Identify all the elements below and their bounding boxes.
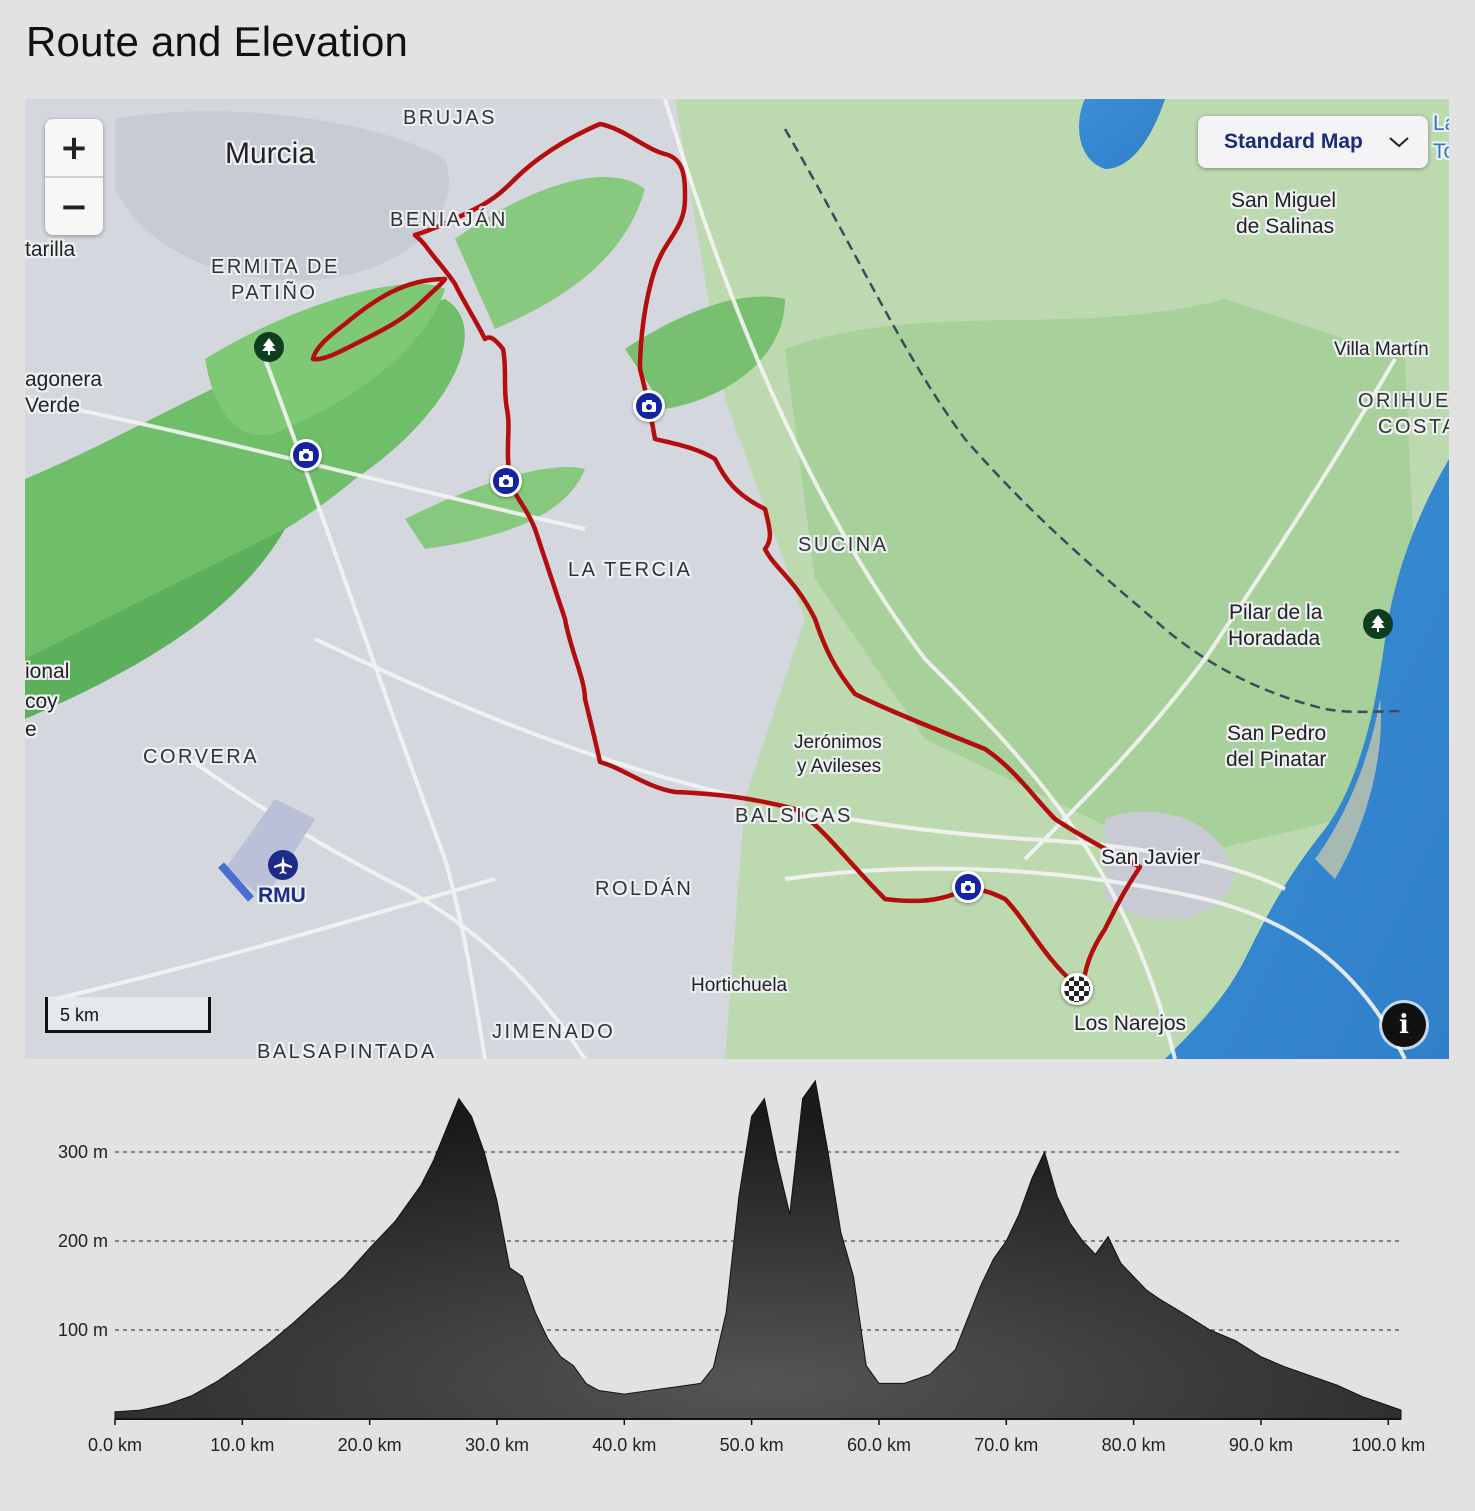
y-tick-label: 100 m	[58, 1320, 108, 1340]
camera-icon	[499, 475, 513, 487]
zoom-controls: + −	[45, 119, 103, 235]
label-costa: COSTA	[1378, 416, 1449, 438]
chevron-down-icon	[1389, 137, 1409, 148]
label-rmu: RMU	[258, 884, 306, 907]
scale-bar: 5 km	[45, 997, 211, 1033]
photo-marker-4[interactable]	[952, 871, 984, 903]
label-roldan: ROLDÁN	[595, 878, 694, 900]
elevation-area	[114, 1079, 1402, 1420]
airport-icon	[268, 850, 298, 880]
park-tree-icon	[254, 332, 284, 362]
label-de-salinas: de Salinas	[1236, 215, 1335, 238]
zoom-out-button[interactable]: −	[45, 176, 103, 235]
label-patino: PATIÑO	[231, 282, 318, 304]
label-ermita: ERMITA DE	[211, 256, 340, 278]
label-e: e	[25, 718, 37, 741]
x-tick-label: 90.0 km	[1229, 1435, 1293, 1455]
label-pilar: Pilar de la	[1229, 601, 1323, 624]
label-jeronimos: Jerónimos	[794, 732, 882, 753]
label-san-miguel: San Miguel	[1231, 189, 1337, 212]
label-horadada: Horadada	[1228, 627, 1321, 650]
x-tick-label: 60.0 km	[847, 1435, 911, 1455]
label-la-tercia: LA TERCIA	[568, 559, 693, 581]
label-la: La	[1433, 112, 1449, 135]
zoom-in-button[interactable]: +	[59, 127, 89, 168]
label-corvera: CORVERA	[143, 746, 260, 768]
label-jimenado: JIMENADO	[492, 1021, 616, 1043]
scale-label: 5 km	[60, 1005, 100, 1025]
photo-marker-3[interactable]	[633, 390, 665, 422]
y-tick-label: 300 m	[58, 1142, 108, 1162]
photo-marker-2[interactable]	[490, 465, 522, 497]
x-tick-label: 30.0 km	[465, 1435, 529, 1455]
x-tick-label: 40.0 km	[592, 1435, 656, 1455]
label-murcia: Murcia	[225, 137, 316, 170]
x-tick-label: 20.0 km	[338, 1435, 402, 1455]
map-style-label: Standard Map	[1224, 130, 1363, 153]
label-del-pinatar: del Pinatar	[1226, 748, 1327, 771]
x-tick-label: 80.0 km	[1102, 1435, 1166, 1455]
label-beniajan: BENIAJÁN	[390, 209, 508, 231]
label-orihuela: ORIHUE	[1358, 390, 1449, 412]
label-san-javier: San Javier	[1101, 846, 1201, 869]
y-tick-label: 200 m	[58, 1231, 108, 1251]
camera-icon	[642, 400, 656, 412]
label-verde: Verde	[25, 394, 80, 417]
label-san-pedro: San Pedro	[1227, 722, 1327, 745]
x-tick-label: 0.0 km	[88, 1435, 142, 1455]
label-brujas: BRUJAS	[403, 107, 497, 129]
label-agonera: agonera	[25, 368, 103, 391]
page-title: Route and Elevation	[26, 18, 409, 65]
x-tick-label: 70.0 km	[974, 1435, 1038, 1455]
label-to: To	[1433, 140, 1449, 163]
park-tree-icon	[1363, 609, 1393, 639]
elevation-chart: 0.0 km 10.0 km 20.0 km 30.0 km 40.0 km 50.0 k…	[58, 1079, 1425, 1455]
label-los-narejos: Los Narejos	[1074, 1012, 1187, 1035]
label-tarilla: tarilla	[25, 238, 76, 261]
label-coy: coy	[25, 690, 58, 713]
label-hortichuela: Hortichuela	[691, 975, 788, 996]
label-sucina: SUCINA	[798, 534, 889, 556]
info-button[interactable]: i	[1382, 1003, 1426, 1047]
label-balsapintada: BALSAPINTADA	[257, 1041, 437, 1059]
label-balsicas: BALSICAS	[735, 805, 853, 827]
photo-marker-1[interactable]	[290, 439, 322, 471]
camera-icon	[961, 881, 975, 893]
label-ional: ional	[25, 660, 70, 683]
x-tick-label: 100.0 km	[1351, 1435, 1425, 1455]
x-tick-label: 10.0 km	[210, 1435, 274, 1455]
finish-flag-icon[interactable]	[1061, 973, 1093, 1005]
camera-icon	[299, 449, 313, 461]
map-style-dropdown[interactable]: Standard Map	[1198, 116, 1428, 168]
map-canvas	[25, 99, 1449, 1059]
route-map[interactable]: Murcia BRUJAS BENIAJÁN ERMITA DE PATIÑO …	[25, 99, 1449, 1059]
label-villa-martin: Villa Martín	[1334, 339, 1429, 360]
label-avileses: y Avileses	[797, 756, 882, 777]
x-tick-label: 50.0 km	[720, 1435, 784, 1455]
